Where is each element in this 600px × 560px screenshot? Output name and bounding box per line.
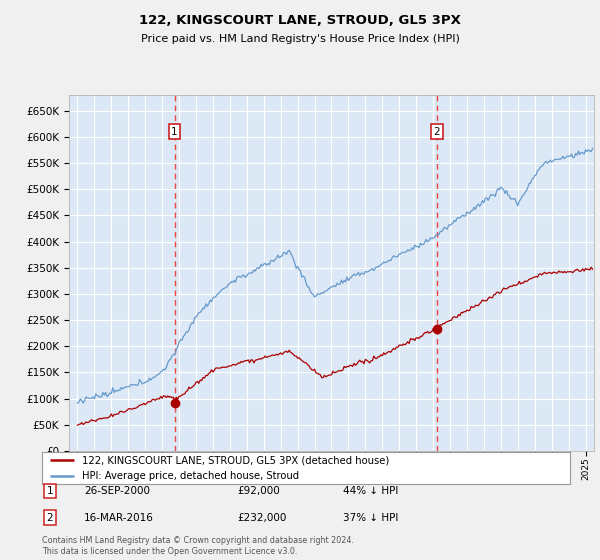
Text: 44% ↓ HPI: 44% ↓ HPI (343, 486, 398, 496)
Text: 1: 1 (47, 486, 53, 496)
Text: 16-MAR-2016: 16-MAR-2016 (84, 512, 154, 522)
Text: Price paid vs. HM Land Registry's House Price Index (HPI): Price paid vs. HM Land Registry's House … (140, 34, 460, 44)
Text: 26-SEP-2000: 26-SEP-2000 (84, 486, 150, 496)
Text: 2: 2 (433, 127, 440, 137)
Text: 1: 1 (171, 127, 178, 137)
Text: Contains HM Land Registry data © Crown copyright and database right 2024.
This d: Contains HM Land Registry data © Crown c… (42, 536, 354, 556)
Text: £92,000: £92,000 (238, 486, 280, 496)
Text: 2: 2 (47, 512, 53, 522)
Text: HPI: Average price, detached house, Stroud: HPI: Average price, detached house, Stro… (82, 472, 299, 481)
Text: 37% ↓ HPI: 37% ↓ HPI (343, 512, 398, 522)
Text: 122, KINGSCOURT LANE, STROUD, GL5 3PX: 122, KINGSCOURT LANE, STROUD, GL5 3PX (139, 14, 461, 27)
Text: £232,000: £232,000 (238, 512, 287, 522)
Text: 122, KINGSCOURT LANE, STROUD, GL5 3PX (detached house): 122, KINGSCOURT LANE, STROUD, GL5 3PX (d… (82, 455, 389, 465)
